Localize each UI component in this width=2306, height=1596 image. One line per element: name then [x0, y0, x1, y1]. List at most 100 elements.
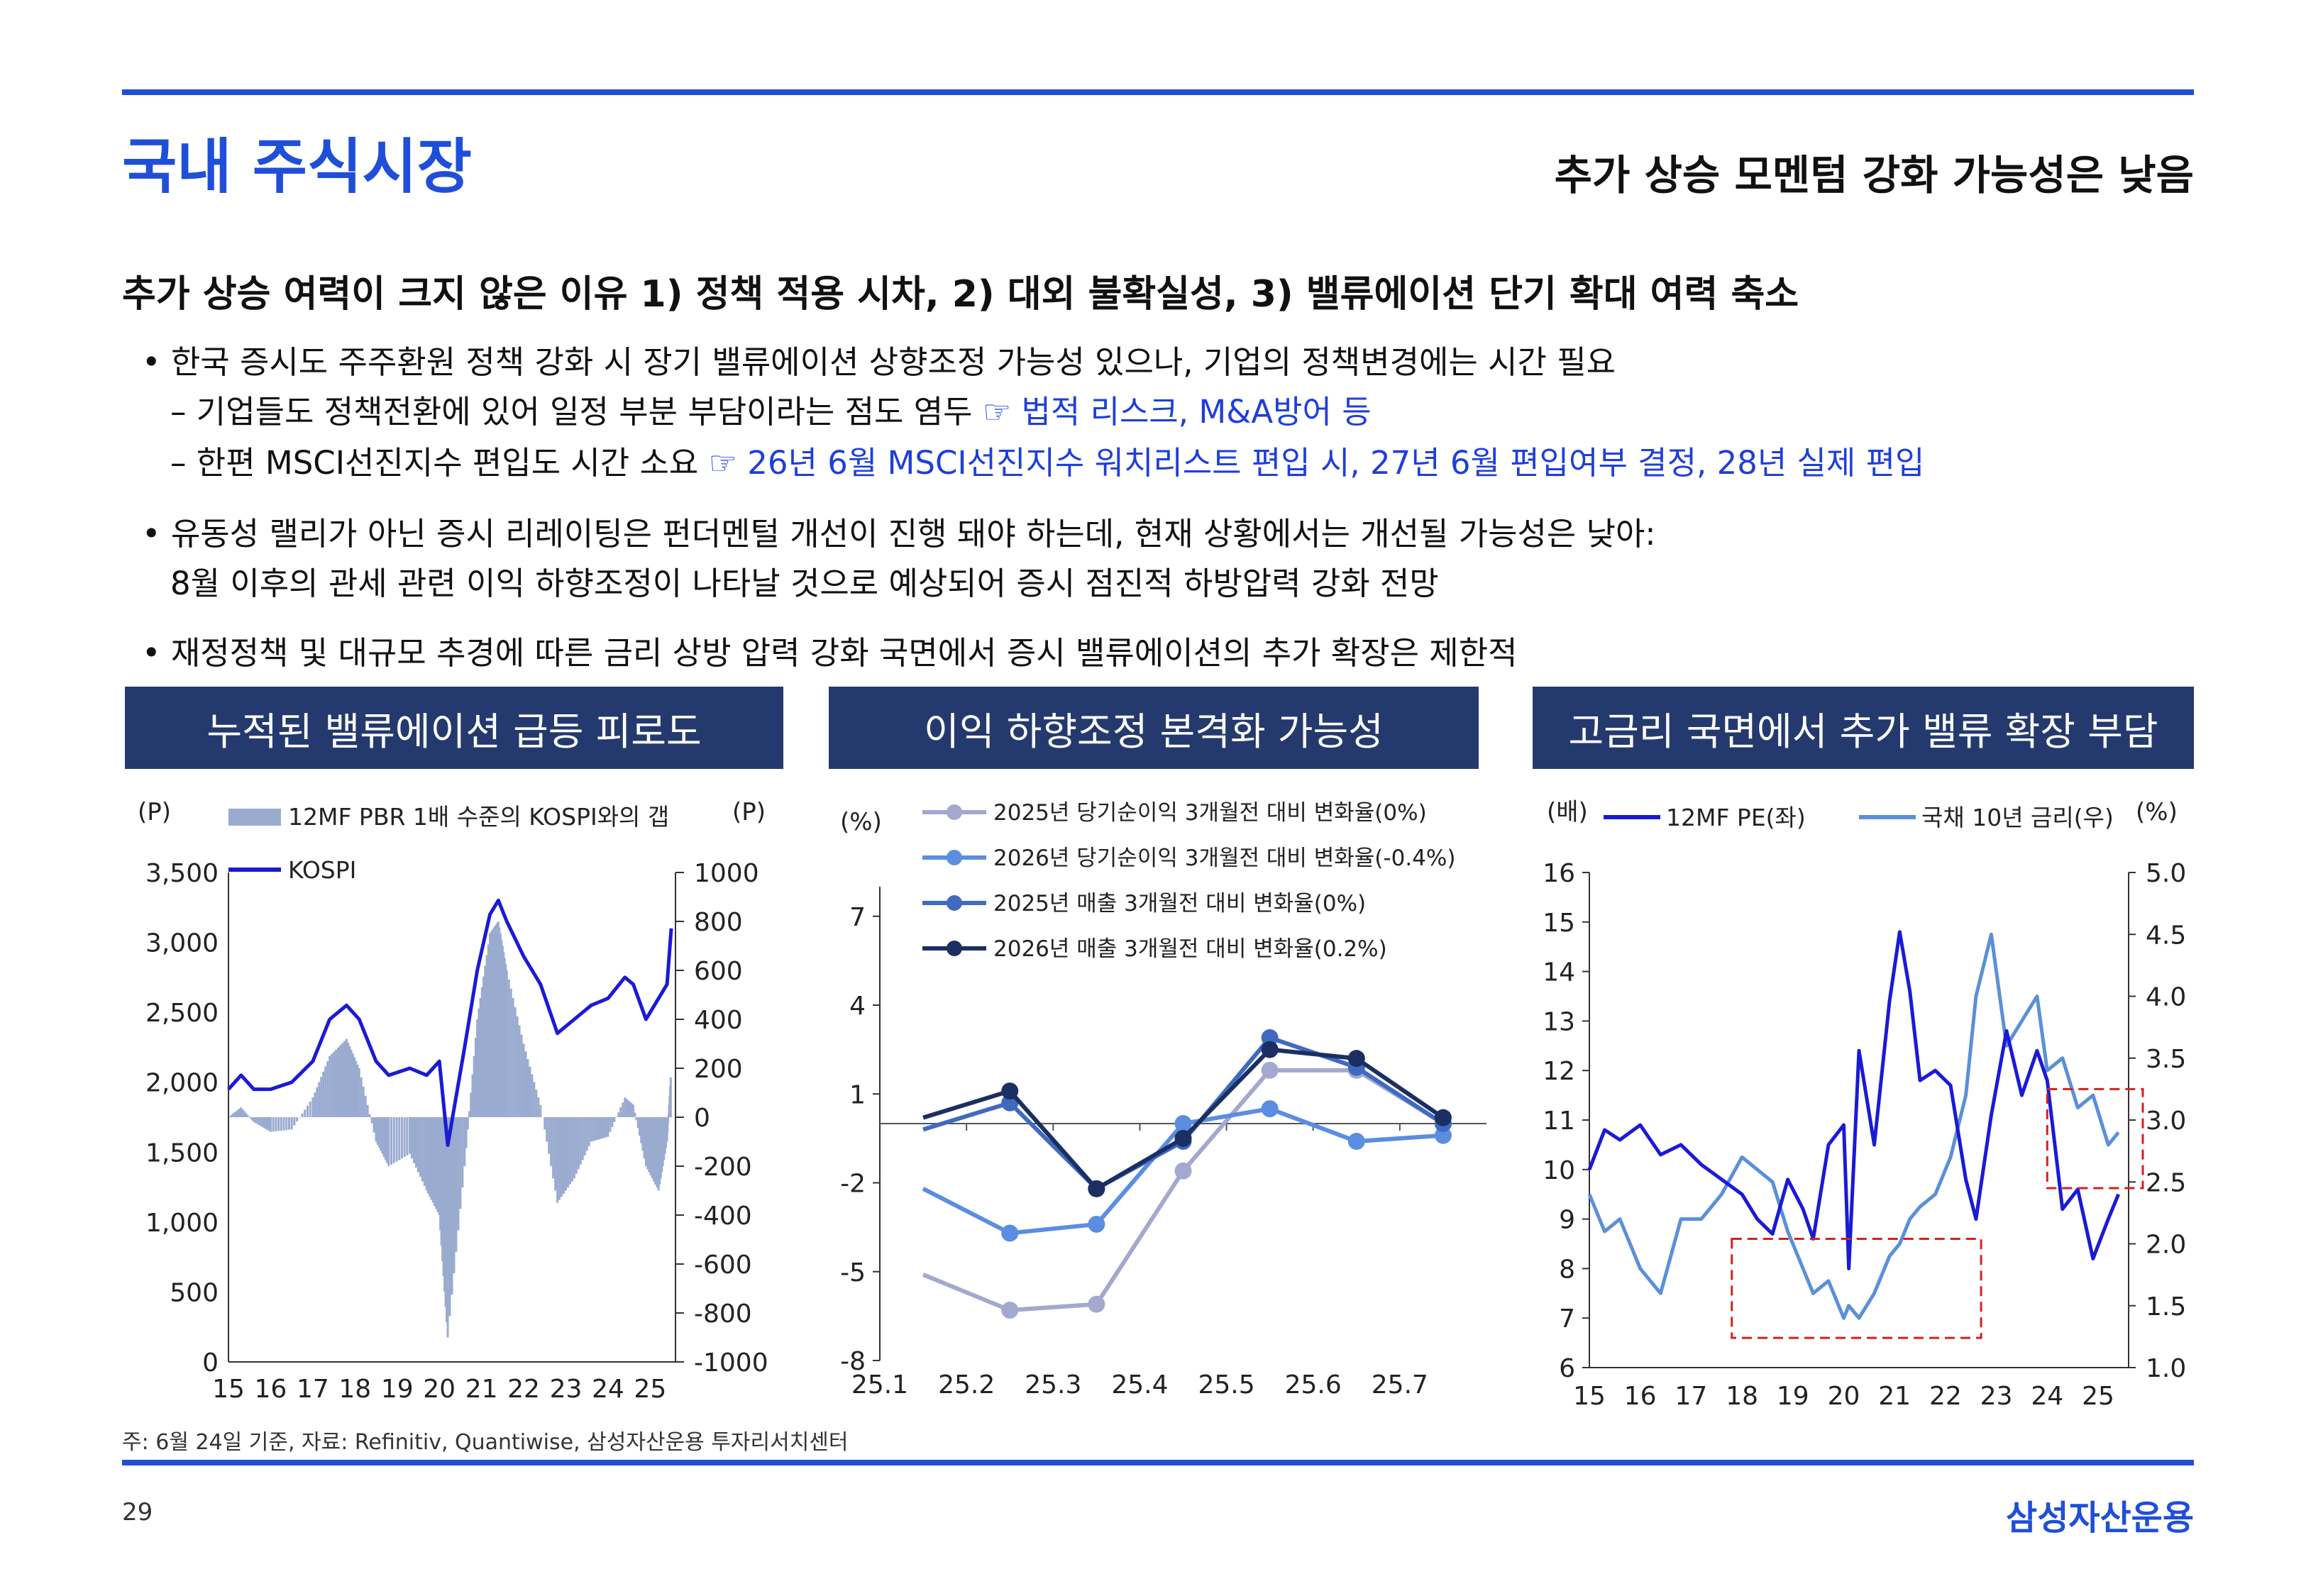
x-tick-label: 25.6	[1285, 1370, 1342, 1400]
y-tick-label-right: 600	[694, 957, 743, 986]
y-tick-label-left: 12	[1543, 1057, 1575, 1086]
bullet-1-sub-2: – 한편 MSCI선진지수 편입도 시간 소요 ☞ 26년 6월 MSCI선진지…	[170, 437, 1924, 483]
series-point	[1347, 1050, 1365, 1068]
legend-marker	[947, 804, 962, 820]
x-tick-label: 20	[423, 1375, 456, 1404]
page-number: 29	[122, 1498, 153, 1526]
y-tick-label: -2	[840, 1170, 866, 1199]
y-tick-label: 1	[849, 1080, 866, 1109]
legend-label-kospi: KOSPI	[288, 856, 356, 884]
y-axis-label-right: (%)	[2136, 798, 2178, 826]
y-tick-label-right: 1000	[694, 859, 759, 888]
y-tick-label-right: 1.0	[2146, 1354, 2186, 1383]
bottom-rule	[122, 1460, 2194, 1465]
y-tick-label: -5	[840, 1258, 866, 1287]
top-rule	[122, 89, 2194, 95]
series-point	[1001, 1224, 1019, 1242]
x-tick-label: 17	[1675, 1382, 1707, 1411]
x-tick-label: 25	[634, 1375, 666, 1404]
x-tick-label: 25	[2082, 1382, 2114, 1411]
bullet-2-line-2: 8월 이후의 관세 관련 이익 하향조정이 나타날 것으로 예상되어 증시 점진…	[170, 565, 1439, 602]
x-tick-label: 16	[255, 1375, 287, 1404]
x-tick-label: 25.7	[1372, 1370, 1428, 1400]
legend-swatch-gap	[228, 809, 281, 826]
y-tick-label-left: 8	[1559, 1255, 1575, 1284]
highlight-box-low-rate	[1731, 1238, 1982, 1339]
x-tick-label: 20	[1828, 1382, 1860, 1411]
bullet-1-sub-2-text: – 한편 MSCI선진지수 편입도 시간 소요	[170, 444, 709, 482]
x-tick-label: 23	[550, 1375, 583, 1404]
rate-line	[1587, 932, 2120, 1320]
y-tick-label-right: -600	[694, 1251, 752, 1280]
y-tick-label-right: 3.5	[2146, 1045, 2186, 1074]
bullet-1-sub-1: – 기업들도 정책전환에 있어 일정 부분 부담이라는 점도 염두 ☞ 법적 리…	[170, 386, 1372, 432]
series-point	[1261, 1029, 1279, 1046]
y-tick-label-right: -1000	[694, 1348, 768, 1378]
brand-logo: 삼성자산운용	[2006, 1498, 2194, 1538]
x-tick-label: 15	[1573, 1382, 1606, 1411]
y-tick-label-left: 16	[1543, 859, 1575, 888]
source-note: 주: 6월 24일 기준, 자료: Refinitiv, Quantiwise,…	[122, 1430, 849, 1455]
series-point	[1347, 1133, 1365, 1151]
x-tick-label: 16	[1624, 1382, 1657, 1411]
y-tick-label: -8	[840, 1347, 866, 1376]
y-tick-label-left: 10	[1543, 1156, 1575, 1185]
y-tick-label-left: 0	[202, 1348, 219, 1378]
series-point	[1261, 1041, 1279, 1058]
series-point	[1174, 1162, 1192, 1180]
series-point	[1088, 1180, 1105, 1197]
x-tick-label: 19	[381, 1375, 414, 1404]
series-point	[1261, 1061, 1279, 1079]
x-tick-label: 18	[1726, 1382, 1758, 1411]
x-tick-label: 23	[1980, 1382, 2013, 1411]
y-tick-label-right: 1.5	[2146, 1292, 2186, 1321]
x-tick-label: 24	[592, 1375, 624, 1404]
y-tick-label-left: 3,000	[145, 929, 219, 958]
y-tick-label-left: 1,500	[145, 1138, 219, 1168]
chart-mid: 7 4 1 -2 -5 -825.1 25.2 25.3 25.4 25.5 25.6 25.7 (%)…	[840, 800, 1486, 1400]
y-tick-label-left: 9	[1559, 1206, 1575, 1235]
x-tick-label: 22	[507, 1375, 540, 1404]
series-point	[1174, 1129, 1192, 1147]
series-point	[1434, 1126, 1452, 1144]
series-point	[1001, 1302, 1019, 1319]
x-tick-label: 25.4	[1111, 1370, 1168, 1400]
x-tick-label: 25.5	[1198, 1370, 1254, 1400]
y-tick-label-left: 13	[1543, 1007, 1575, 1036]
x-tick-label: 25.3	[1025, 1370, 1081, 1400]
chart-right: 16 15 14 13 12 11 10 9 8 7 6 5.0 4.5 4.0 3.5 3.0 2.5 2.0 1…	[1543, 798, 2186, 1411]
x-tick-label: 25.2	[938, 1370, 995, 1400]
legend-marker	[947, 850, 962, 865]
banner-mid: 이익 하향조정 본격화 가능성	[829, 687, 1479, 769]
x-tick-label: 21	[465, 1375, 498, 1404]
y-tick-label-right: 5.0	[2146, 859, 2186, 888]
y-tick-label-left: 14	[1543, 958, 1575, 987]
legend-marker	[947, 941, 962, 956]
x-tick-label: 19	[1777, 1382, 1809, 1411]
y-axis-label-left: (P)	[138, 798, 171, 826]
chart-left: 3,500 3,000 2,500 2,000 1,500 1,000 500 0 1000 80…	[138, 798, 768, 1404]
y-tick-label-left: 11	[1543, 1107, 1575, 1136]
bullet-1-sub-2-highlight: ☞ 26년 6월 MSCI선진지수 워치리스트 편입 시, 27년 6월 편입여…	[708, 444, 1925, 482]
y-tick-label-right: 4.0	[2146, 983, 2186, 1012]
y-tick-label-left: 2,000	[145, 1069, 219, 1098]
headline: 추가 상승 여력이 크지 않은 이유 1) 정책 적용 시차, 2) 대외 불확…	[122, 273, 1799, 316]
y-tick-label-right: 3.0	[2146, 1107, 2186, 1136]
bullet-1: • 한국 증시도 주주환원 정책 강화 시 장기 밸류에이션 상향조정 가능성 …	[142, 343, 1616, 381]
series-point	[1434, 1109, 1452, 1126]
y-tick-label-left: 6	[1559, 1354, 1575, 1383]
y-tick-label-right: 2.5	[2146, 1168, 2186, 1197]
y-tick-label-right: 2.0	[2146, 1231, 2186, 1260]
y-tick-label-right: -200	[694, 1153, 752, 1182]
legend-label: 2025년 매출 3개월전 대비 변화율(0%)	[993, 891, 1366, 916]
y-tick-label-right: -800	[694, 1299, 752, 1329]
bullet-3: • 재정정책 및 대규모 추경에 따른 금리 상방 압력 강화 국면에서 증시 …	[142, 634, 1518, 672]
bullet-2-line-1: • 유동성 랠리가 아닌 증시 리레이팅은 펀더멘털 개선이 진행 돼야 하는데…	[142, 515, 1656, 553]
legend-label-rate: 국채 10년 금리(우)	[1921, 804, 2114, 831]
pe-line	[1587, 930, 2120, 1270]
legend-label: 2025년 당기순이익 3개월전 대비 변화율(0%)	[993, 800, 1427, 826]
legend-marker	[947, 895, 962, 911]
series-point	[1088, 1295, 1105, 1313]
kospi-line	[227, 898, 673, 1147]
series-point	[1261, 1100, 1279, 1118]
